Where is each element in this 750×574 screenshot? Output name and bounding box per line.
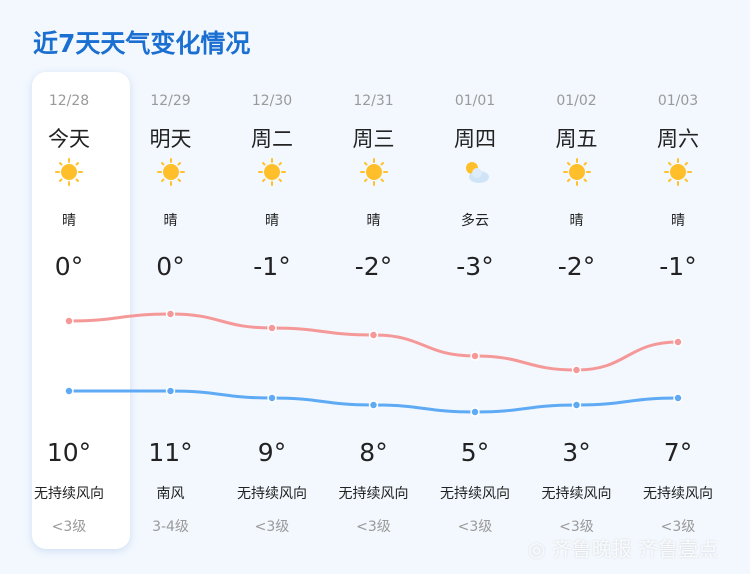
- date: 01/03: [657, 93, 699, 109]
- low-temp-point: [673, 393, 683, 403]
- high-temp-point: [673, 337, 683, 347]
- high-temp: 11°: [148, 438, 193, 467]
- sunny-icon: [359, 158, 388, 186]
- wind-direction: 无持续风向: [237, 486, 307, 502]
- date: 12/29: [150, 93, 191, 109]
- high-temp-point: [267, 323, 277, 333]
- high-temp-point: [64, 316, 74, 326]
- wind-level: <3级: [51, 519, 87, 535]
- wind-level: <3级: [660, 519, 696, 535]
- low-temp: -2°: [557, 252, 596, 281]
- weekday: 明天: [149, 127, 192, 151]
- weekday: 周四: [454, 127, 496, 151]
- condition: 晴: [265, 213, 279, 229]
- low-temp: -3°: [456, 252, 494, 281]
- low-temp-point: [470, 407, 480, 417]
- weekday: 周六: [657, 127, 699, 151]
- wind-direction: 南风: [156, 486, 185, 502]
- high-temp: 5°: [460, 438, 490, 467]
- wind-level: 3-4级: [152, 519, 189, 535]
- wind-direction: 无持续风向: [440, 486, 510, 502]
- wind-level: <3级: [254, 519, 290, 535]
- wind-direction: 无持续风向: [643, 486, 713, 502]
- weekday: 周二: [251, 127, 293, 151]
- high-temp: 10°: [46, 438, 92, 467]
- today-card: [32, 72, 130, 549]
- date: 12/28: [48, 93, 90, 109]
- low-temp: 0°: [156, 252, 185, 281]
- low-temp: -1°: [659, 252, 697, 281]
- condition: 多云: [461, 213, 489, 229]
- wind-direction: 无持续风向: [541, 486, 612, 502]
- condition: 晴: [163, 213, 178, 229]
- weekday: 周五: [555, 127, 598, 151]
- low-temp: -1°: [253, 252, 291, 281]
- date: 12/30: [251, 93, 293, 109]
- condition: 晴: [366, 213, 381, 229]
- sunny-icon: [562, 158, 591, 186]
- condition: 晴: [62, 213, 76, 229]
- low-temp-point: [368, 400, 379, 410]
- low-temp-point: [571, 400, 582, 410]
- low-temp-point: [267, 393, 277, 403]
- sunny-icon: [258, 158, 286, 186]
- wind-direction: 无持续风向: [34, 486, 104, 502]
- sunny-icon: [664, 158, 692, 186]
- date: 01/01: [454, 93, 496, 109]
- watermark-text: 齐鲁晚报 齐鲁壹点: [551, 537, 719, 561]
- low-temp: 0°: [54, 252, 84, 281]
- high-temp-point: [470, 351, 480, 361]
- high-temp: 8°: [359, 438, 388, 467]
- condition: 晴: [569, 213, 584, 229]
- high-temp-point: [368, 330, 379, 340]
- high-temp: 3°: [562, 438, 591, 467]
- high-temp-point: [571, 365, 582, 375]
- condition: 晴: [671, 213, 685, 229]
- low-temp-point: [165, 386, 176, 396]
- wind-level: <3级: [457, 519, 493, 535]
- page-title: 近7天天气变化情况: [33, 29, 251, 58]
- date: 12/31: [353, 93, 394, 109]
- sunny-icon: [55, 158, 83, 186]
- wind-level: <3级: [559, 519, 594, 535]
- wind-level: <3级: [356, 519, 391, 535]
- weekday: 周三: [352, 127, 395, 151]
- high-temp: 9°: [257, 438, 287, 467]
- high-temp-point: [165, 309, 176, 319]
- low-temp: -2°: [354, 252, 393, 281]
- high-temp-line: [68, 312, 679, 372]
- low-temp-point: [64, 386, 74, 396]
- date: 01/02: [556, 93, 597, 109]
- wind-direction: 无持续风向: [338, 486, 409, 502]
- partly-cloudy-icon: [461, 158, 489, 186]
- weekday: 今天: [48, 127, 90, 151]
- high-temp: 7°: [663, 438, 693, 467]
- watermark: ◎ 齐鲁晚报 齐鲁壹点: [528, 537, 719, 561]
- sunny-icon: [156, 158, 185, 186]
